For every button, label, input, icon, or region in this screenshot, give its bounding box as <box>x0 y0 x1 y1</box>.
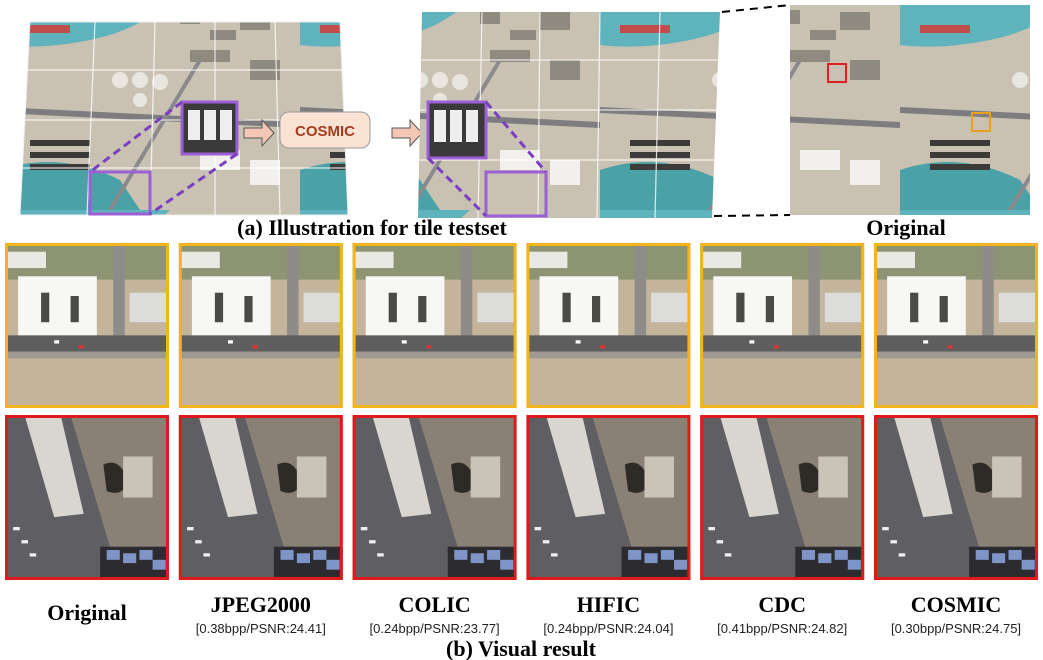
crop-border <box>5 415 169 580</box>
method-metrics: [0.30bpp/PSNR:24.75] <box>891 621 1021 636</box>
method-metrics: [0.24bpp/PSNR:24.04] <box>543 621 673 636</box>
crop-border <box>526 415 691 580</box>
crop-border <box>5 243 169 408</box>
caption-b: (b) Visual result <box>446 636 597 660</box>
crop-border <box>352 243 517 408</box>
crop-yellow <box>700 243 865 408</box>
method-name: Original <box>47 600 126 625</box>
crop-border <box>178 243 343 408</box>
crop-red <box>700 415 865 580</box>
crop-border <box>178 415 343 580</box>
panels: Original JPEG2000 [0.38bpp/PSNR:24.41] COLI… <box>5 243 1038 636</box>
method-name: CDC <box>758 592 806 617</box>
method-metrics: [0.38bpp/PSNR:24.41] <box>196 621 326 636</box>
crop-red <box>352 415 517 580</box>
crop-red <box>526 415 691 580</box>
crop-red <box>874 415 1038 580</box>
method-metrics: [0.41bpp/PSNR:24.82] <box>717 621 847 636</box>
zoom-lines <box>713 4 791 217</box>
crop-yellow <box>874 243 1038 408</box>
method-metrics: [0.24bpp/PSNR:23.77] <box>370 621 500 636</box>
arrow <box>391 118 423 148</box>
crop-border <box>526 243 691 408</box>
crop-yellow <box>352 243 517 408</box>
original-image <box>790 5 1030 215</box>
crop-red <box>5 415 169 580</box>
method-name: HIFIC <box>577 592 641 617</box>
method-name: COSMIC <box>911 592 1001 617</box>
crop-red <box>178 415 343 580</box>
method-name: COLIC <box>399 592 471 617</box>
arrow <box>243 118 275 148</box>
tile-output <box>418 11 720 219</box>
crop-border <box>874 243 1038 408</box>
crop-border <box>874 415 1038 580</box>
cosmic-box <box>279 111 371 149</box>
cosmic-label: COSMIC <box>295 123 355 140</box>
crop-border <box>700 415 865 580</box>
original-title: Original <box>866 215 945 240</box>
crop-border <box>700 243 865 408</box>
tile-input <box>19 21 349 216</box>
crop-yellow <box>5 243 169 408</box>
crop-yellow <box>526 243 691 408</box>
crop-border <box>352 415 517 580</box>
method-name: JPEG2000 <box>211 592 311 617</box>
caption-a: (a) Illustration for tile testset <box>237 215 507 240</box>
crop-yellow <box>178 243 343 408</box>
